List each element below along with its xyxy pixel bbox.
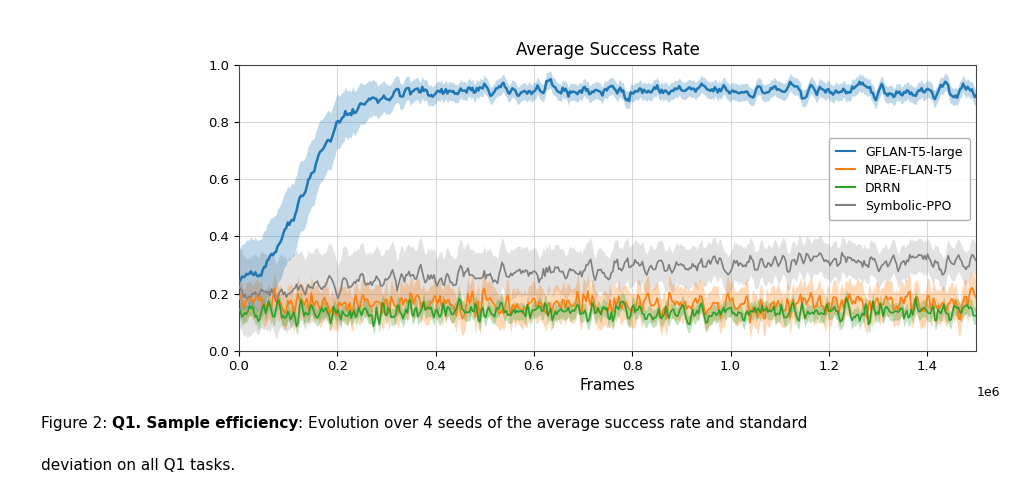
Text: : Evolution over 4 seeds of the average success rate and standard: : Evolution over 4 seeds of the average … — [298, 416, 807, 431]
Text: Q1. Sample efficiency: Q1. Sample efficiency — [112, 416, 298, 431]
Text: deviation on all Q1 tasks.: deviation on all Q1 tasks. — [41, 458, 235, 473]
Title: Average Success Rate: Average Success Rate — [516, 42, 700, 60]
Text: 1e6: 1e6 — [976, 386, 1000, 399]
Text: Figure 2:: Figure 2: — [41, 416, 112, 431]
X-axis label: Frames: Frames — [580, 378, 636, 393]
Legend: GFLAN-T5-large, NPAE-FLAN-T5, DRRN, Symbolic-PPO: GFLAN-T5-large, NPAE-FLAN-T5, DRRN, Symb… — [829, 138, 970, 220]
